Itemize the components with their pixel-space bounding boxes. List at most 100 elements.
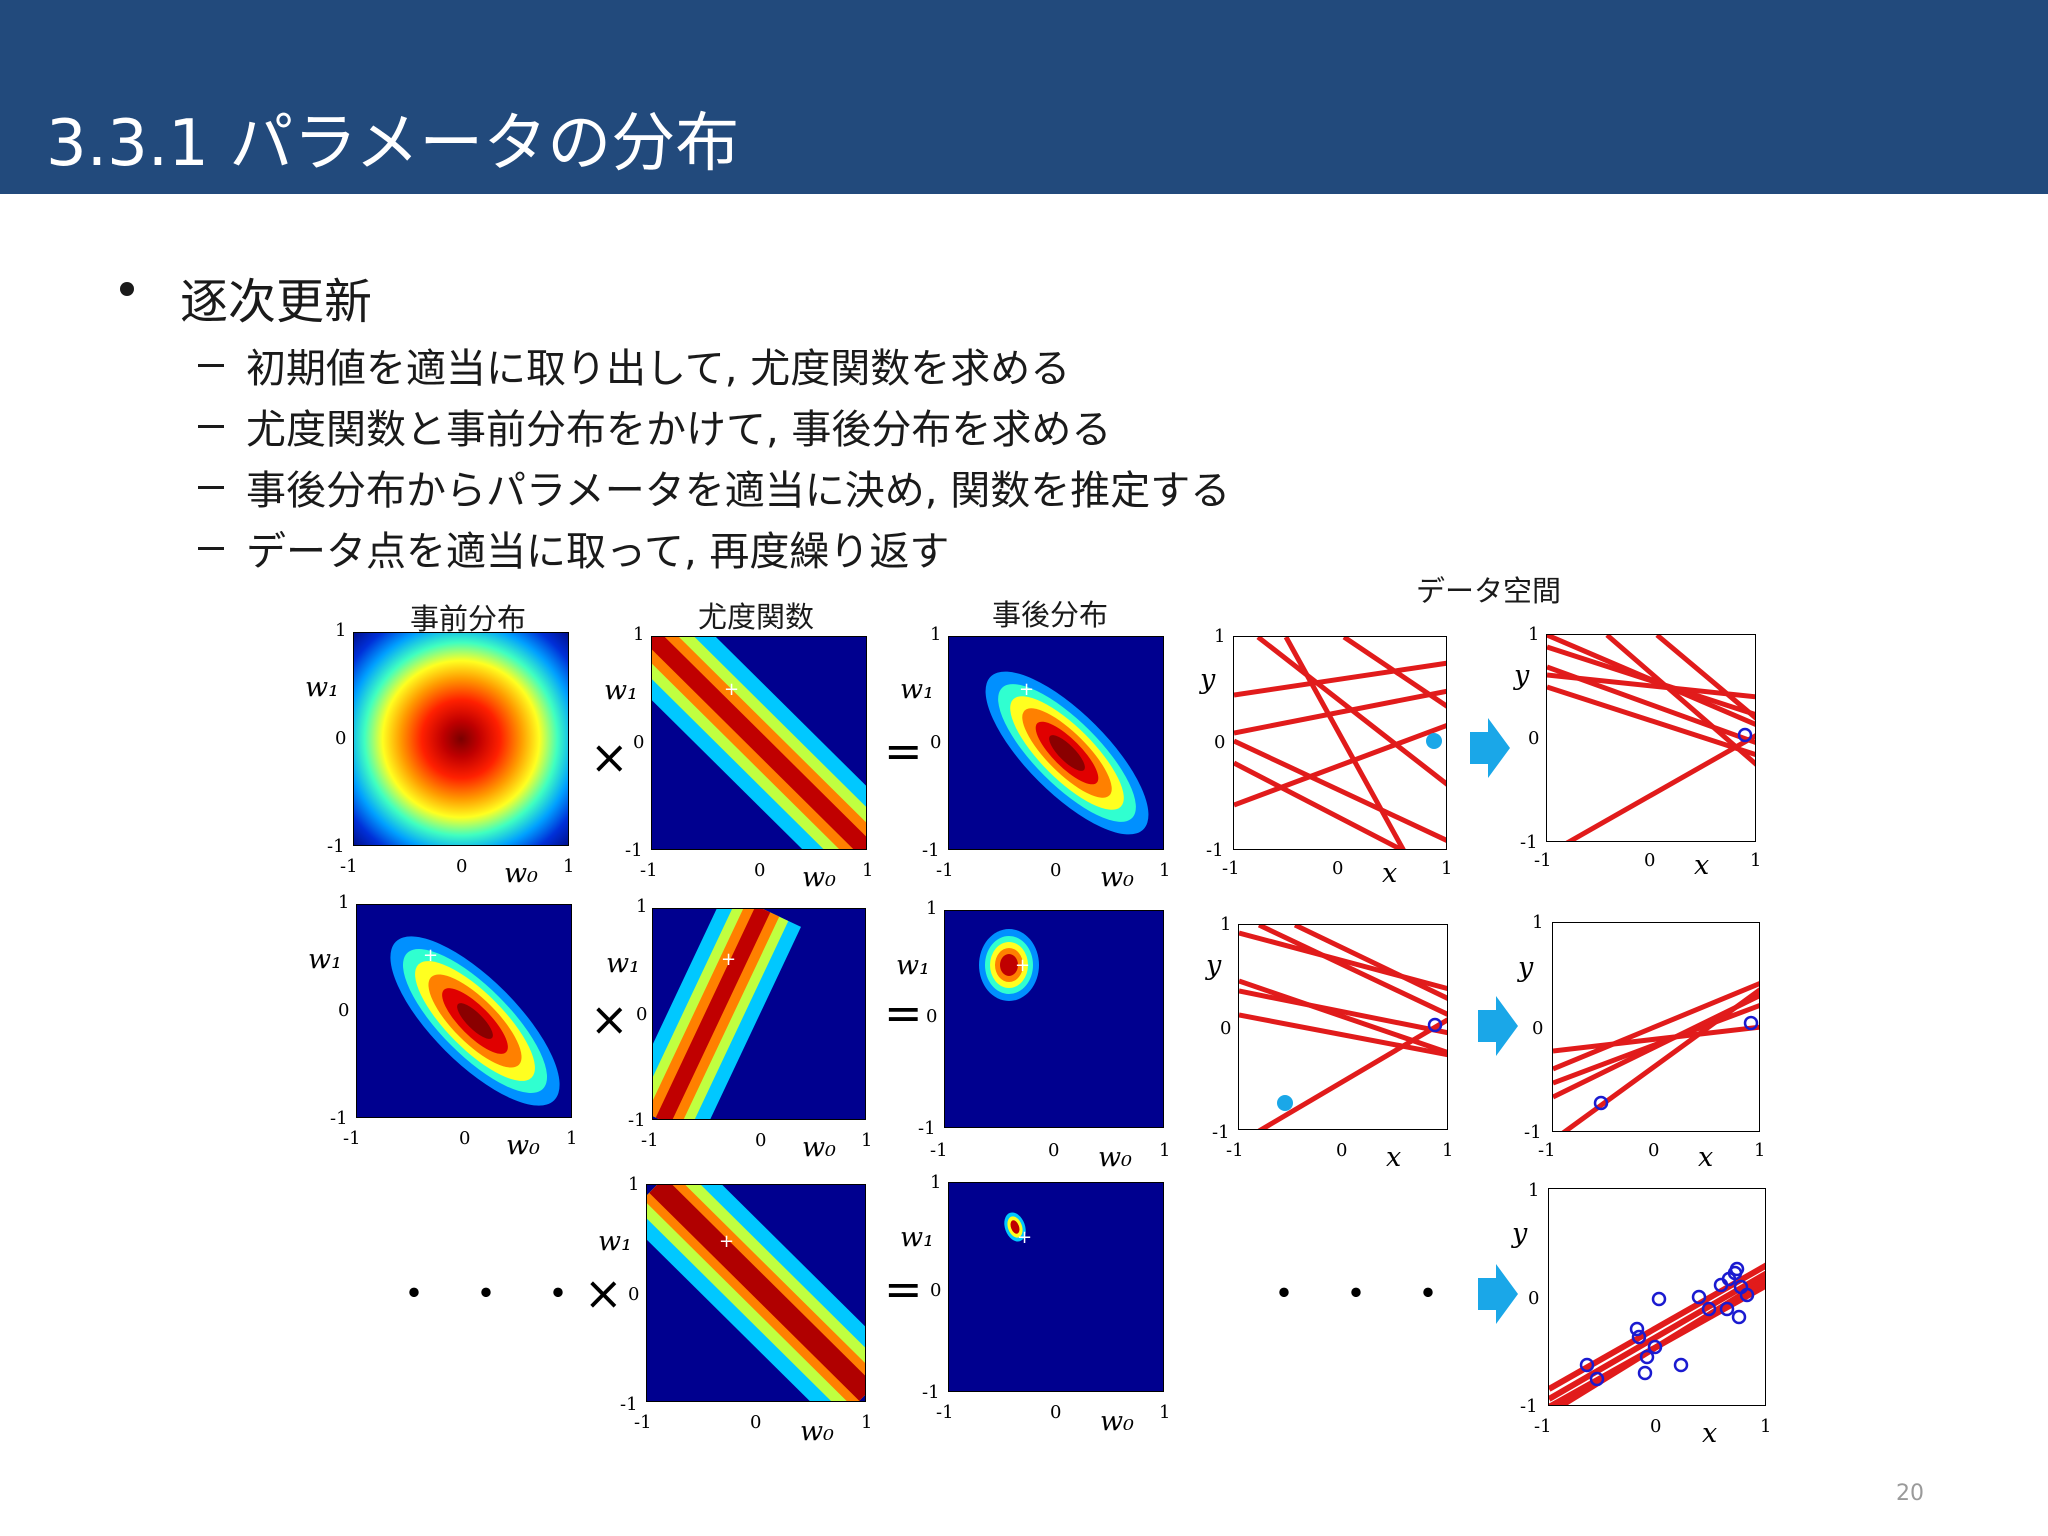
- w0-label: w₀: [802, 862, 836, 893]
- tick-label: 1: [862, 860, 874, 881]
- tick-label: 1: [930, 1172, 942, 1193]
- tick-label: -1: [343, 1128, 361, 1149]
- tick-label: -1: [628, 1110, 646, 1131]
- true-param-marker: +: [1019, 679, 1034, 700]
- data-space-plot-2b: [1552, 922, 1760, 1132]
- main-bullet-text: 逐次更新: [180, 274, 373, 330]
- dash-marker: [198, 364, 224, 367]
- prior-heatmap-2: +: [356, 904, 572, 1118]
- x-label: x: [1698, 1142, 1714, 1173]
- w1-label: w₁: [900, 674, 934, 705]
- tick-label: 1: [1159, 1140, 1171, 1161]
- arrow-icon: [1478, 996, 1518, 1056]
- tick-label: 0: [750, 1412, 762, 1433]
- tick-label: 1: [1159, 1402, 1171, 1423]
- tick-label: 0: [926, 1006, 938, 1027]
- y-label: y: [1512, 1218, 1528, 1249]
- observed-point: [1593, 1095, 1609, 1111]
- tick-label: -1: [1206, 840, 1224, 861]
- true-param-marker: +: [1015, 955, 1030, 976]
- posterior-blob: +: [979, 929, 1039, 1001]
- tick-label: -1: [1222, 858, 1240, 879]
- posterior-heatmap-3: +: [948, 1182, 1164, 1392]
- true-param-marker: +: [721, 949, 736, 970]
- w1-label: w₁: [606, 948, 640, 979]
- tick-label: 1: [861, 1412, 873, 1433]
- dash-marker: [198, 425, 224, 428]
- posterior-ellipse: +: [985, 671, 1149, 835]
- header-data-space: データ空間: [1416, 574, 1562, 608]
- tick-label: -1: [1226, 1140, 1244, 1161]
- tick-label: 0: [755, 1130, 767, 1151]
- tick-label: -1: [1520, 1396, 1538, 1417]
- likelihood-band: +: [647, 1185, 865, 1401]
- tick-label: 0: [1050, 860, 1062, 881]
- arrow-icon: [1478, 1264, 1518, 1324]
- tick-label: -1: [640, 860, 658, 881]
- arrow-icon: [1470, 718, 1510, 778]
- tick-label: -1: [625, 840, 643, 861]
- prior-heatmap-1: [353, 632, 569, 846]
- w1-label: w₁: [900, 1222, 934, 1253]
- tick-label: 1: [628, 1174, 640, 1195]
- tick-label: 0: [1648, 1140, 1660, 1161]
- times-symbol: ×: [590, 992, 629, 1046]
- w1-label: w₁: [308, 944, 342, 975]
- tick-label: 1: [1754, 1140, 1766, 1161]
- x-label: x: [1694, 850, 1710, 881]
- times-symbol: ×: [584, 1266, 623, 1320]
- tick-label: -1: [936, 860, 954, 881]
- sub-bullet-4: データ点を適当に取って, 再度繰り返す: [246, 529, 950, 575]
- likelihood-heatmap-2: +: [652, 908, 866, 1120]
- header-likelihood: 尤度関数: [698, 600, 815, 634]
- tick-label: 0: [1528, 728, 1540, 749]
- tick-label: -1: [1212, 1122, 1230, 1143]
- w1-label: w₁: [598, 1226, 632, 1257]
- tick-label: 0: [1532, 1018, 1544, 1039]
- likelihood-heatmap-1: +: [651, 636, 867, 850]
- tick-label: 0: [636, 1004, 648, 1025]
- tick-label: 0: [754, 860, 766, 881]
- tick-label: 1: [636, 896, 648, 917]
- bullet-marker: [120, 282, 134, 296]
- tick-label: 1: [1760, 1416, 1772, 1437]
- tick-label: 1: [633, 624, 645, 645]
- sub-bullet-3: 事後分布からパラメータを適当に決め, 関数を推定する: [246, 468, 1231, 514]
- tick-label: 0: [930, 732, 942, 753]
- observed-point: [1426, 733, 1442, 749]
- likelihood-heatmap-3: +: [646, 1184, 866, 1402]
- tick-label: -1: [922, 840, 940, 861]
- tick-label: 1: [335, 620, 347, 641]
- header-posterior: 事後分布: [992, 598, 1109, 632]
- likelihood-band: +: [653, 909, 801, 1119]
- prior-ellipse: +: [390, 936, 560, 1106]
- x-label: x: [1702, 1418, 1718, 1449]
- tick-label: 1: [926, 898, 938, 919]
- equals-symbol: =: [884, 724, 923, 778]
- tick-label: 1: [1159, 860, 1171, 881]
- tick-label: -1: [1524, 1122, 1542, 1143]
- tick-label: 0: [335, 728, 347, 749]
- posterior-blob: +: [1004, 1212, 1032, 1248]
- tick-label: 0: [456, 856, 468, 877]
- y-label: y: [1206, 950, 1222, 981]
- tick-label: 0: [1332, 858, 1344, 879]
- true-param-marker: +: [423, 945, 438, 966]
- tick-label: 0: [1214, 732, 1226, 753]
- tick-label: 1: [563, 856, 575, 877]
- tick-label: 0: [628, 1284, 640, 1305]
- w0-label: w₀: [1100, 862, 1134, 893]
- header-prior: 事前分布: [410, 602, 527, 636]
- tick-label: -1: [1520, 832, 1538, 853]
- tick-label: -1: [930, 1140, 948, 1161]
- tick-label: 0: [1220, 1018, 1232, 1039]
- tick-label: -1: [918, 1118, 936, 1139]
- equals-symbol: =: [884, 1262, 923, 1316]
- posterior-heatmap-1: +: [948, 636, 1164, 850]
- tick-label: 1: [861, 1130, 873, 1151]
- true-param-marker: +: [1017, 1227, 1032, 1248]
- tick-label: 0: [930, 1280, 942, 1301]
- tick-label: 1: [1528, 624, 1540, 645]
- likelihood-band: +: [652, 637, 866, 849]
- tick-label: -1: [641, 1130, 659, 1151]
